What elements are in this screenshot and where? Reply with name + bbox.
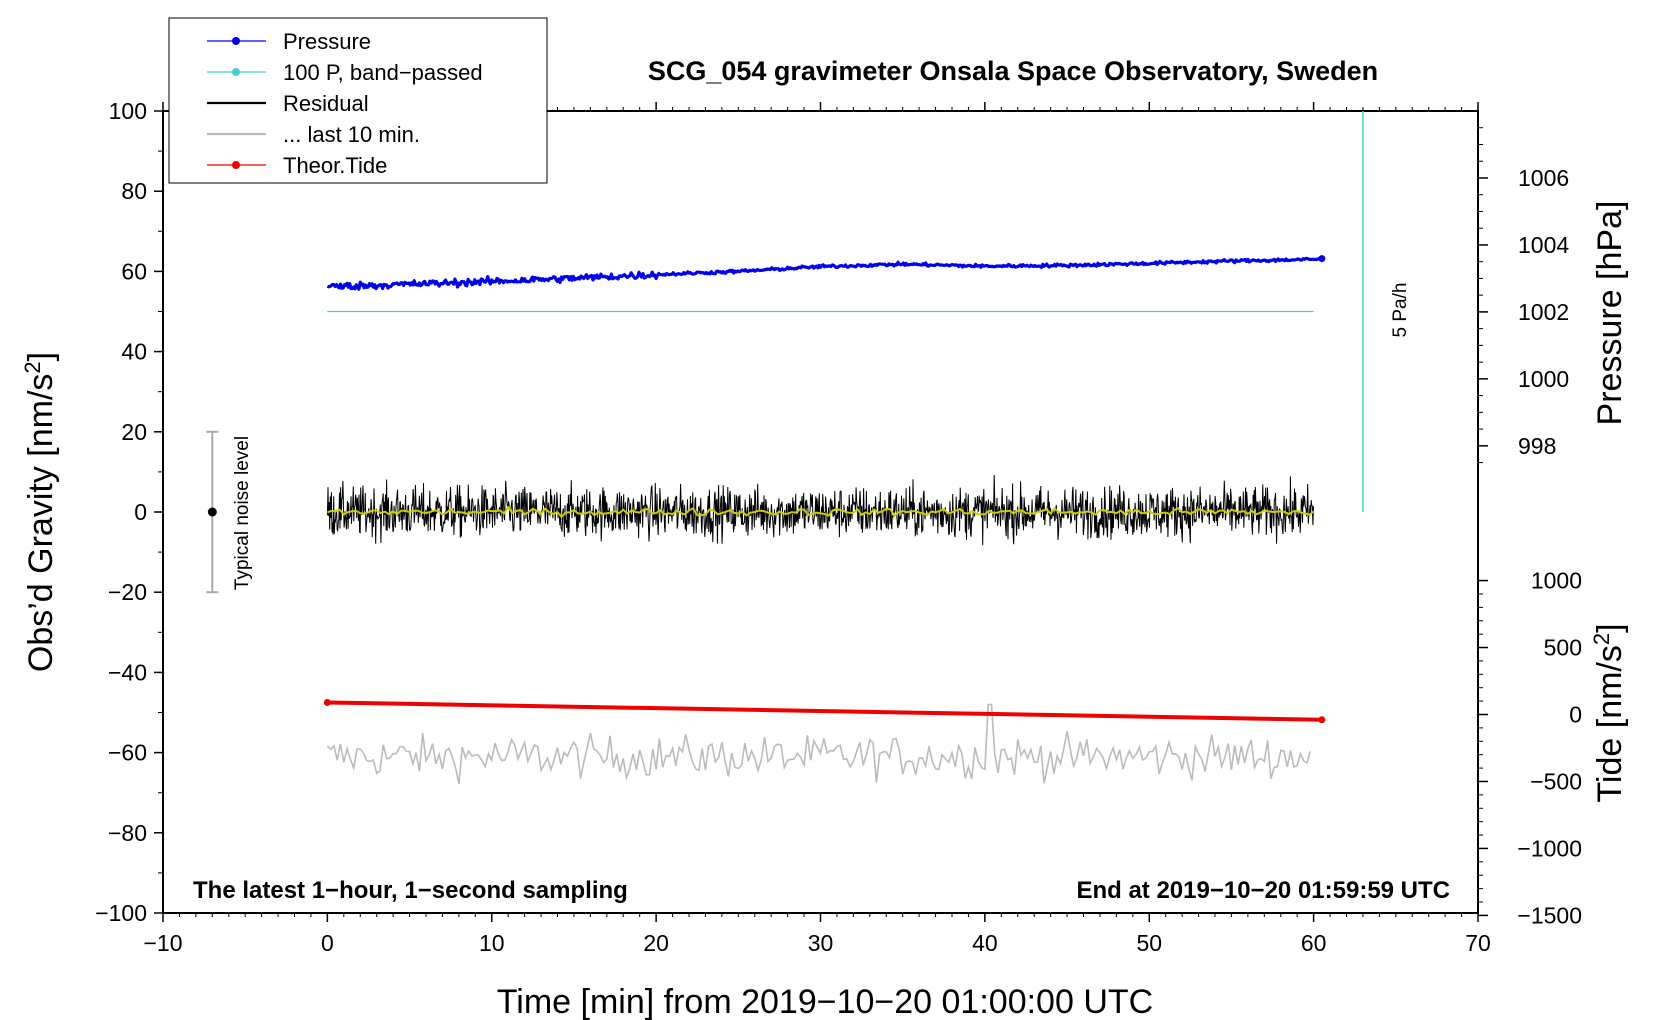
- y-tick-label: −20: [108, 579, 147, 605]
- legend-label: Theor.Tide: [283, 153, 387, 178]
- bottom-left-note: The latest 1−hour, 1−second sampling: [193, 877, 628, 904]
- y-axis-title-pressure: Pressure [hPa]: [1591, 201, 1629, 426]
- tide-start-marker: [323, 698, 331, 706]
- legend-marker: [232, 68, 240, 76]
- y-tick-label: 60: [121, 258, 147, 284]
- series-theor-tide: [327, 700, 1322, 722]
- legend-label: Residual: [283, 91, 369, 116]
- tide-tick-label: 500: [1544, 635, 1582, 661]
- x-axis: −10 0 10 20 30 40 50 60 70: [143, 102, 1491, 956]
- y-tick-label: 40: [121, 339, 147, 365]
- y-tick-label: −80: [108, 820, 147, 846]
- series-last-10-min: [326, 703, 1312, 784]
- y-tick-label: −40: [108, 659, 147, 685]
- legend-marker: [232, 37, 240, 45]
- tide-tick-label: 1000: [1531, 568, 1582, 594]
- pressure-end-marker: [1318, 255, 1326, 263]
- tide-tick-label: 0: [1569, 702, 1582, 728]
- y-axis-title-tide-end: ]: [1591, 623, 1629, 632]
- y-axis-title-tide: Tide [nm/s2]: [1589, 623, 1629, 802]
- y-tick-label: 80: [121, 178, 147, 204]
- series-residual: [326, 474, 1314, 546]
- y-axis-title-gravity-sup: 2: [20, 361, 45, 373]
- tide-tick-label: −1500: [1517, 902, 1582, 928]
- x-tick-label: 0: [321, 930, 334, 956]
- noise-bar-center: [207, 507, 217, 517]
- pressure-tick-label: 998: [1518, 433, 1556, 459]
- noise-level-indicator: [206, 430, 219, 594]
- pressure-tick-label: 1000: [1518, 366, 1569, 392]
- y-tick-label: 0: [134, 499, 147, 525]
- x-tick-label: 40: [972, 930, 998, 956]
- x-tick-label: 70: [1465, 930, 1491, 956]
- y-axis-tide: 1000 500 0 −500 −1000 −1500: [1478, 568, 1582, 928]
- tide-end-marker: [1318, 716, 1326, 724]
- x-tick-label: 20: [643, 930, 669, 956]
- noise-level-label: Typical noise level: [232, 436, 253, 590]
- y-tick-label: 100: [109, 98, 147, 124]
- y-axis-title-tide-text: Tide [nm/s: [1591, 645, 1629, 802]
- y-tick-label: −60: [108, 740, 147, 766]
- y-axis-gravity: 100 80 60 40 20 0 −20 −40 −60 −80 −100: [95, 98, 163, 926]
- pressure-tick-label: 1002: [1518, 299, 1569, 325]
- x-axis-title: Time [min] from 2019−10−20 01:00:00 UTC: [497, 983, 1153, 1020]
- x-tick-label: 10: [479, 930, 505, 956]
- legend-label: 100 P, band−passed: [283, 60, 483, 85]
- legend-label: Pressure: [283, 29, 371, 54]
- pressure-tick-label: 1006: [1518, 165, 1569, 191]
- bottom-right-note: End at 2019−10−20 01:59:59 UTC: [1076, 877, 1450, 904]
- y-axis-pressure: 1006 1004 1002 1000 998: [1478, 127, 1569, 464]
- x-tick-label: 60: [1301, 930, 1327, 956]
- tide-tick-label: −500: [1530, 768, 1582, 794]
- rate-scale-label: 5 Pa/h: [1390, 283, 1411, 338]
- x-tick-label: 30: [808, 930, 834, 956]
- pressure-tick-label: 1004: [1518, 232, 1569, 258]
- legend-marker: [232, 161, 240, 169]
- series-pressure: [326, 256, 1323, 291]
- legend: Pressure 100 P, band−passed Residual ... la…: [168, 17, 548, 184]
- tide-tick-label: −1000: [1517, 835, 1582, 861]
- y-axis-title-gravity-end: ]: [22, 352, 60, 361]
- y-axis-title-gravity-text: Obs’d Gravity [nm/s: [22, 374, 60, 673]
- series-residual-smoothed: [327, 505, 1315, 519]
- y-axis-title-gravity: Obs’d Gravity [nm/s2]: [20, 352, 60, 672]
- legend-box: [168, 17, 548, 184]
- y-tick-label: 20: [121, 419, 147, 445]
- y-tick-label: −100: [95, 900, 147, 926]
- y-axis-title-tide-sup: 2: [1589, 633, 1614, 645]
- x-tick-label: −10: [143, 930, 182, 956]
- chart-title: SCG_054 gravimeter Onsala Space Observat…: [648, 56, 1378, 86]
- x-tick-label: 50: [1136, 930, 1162, 956]
- legend-label: ... last 10 min.: [283, 122, 420, 147]
- series-group: [323, 255, 1326, 784]
